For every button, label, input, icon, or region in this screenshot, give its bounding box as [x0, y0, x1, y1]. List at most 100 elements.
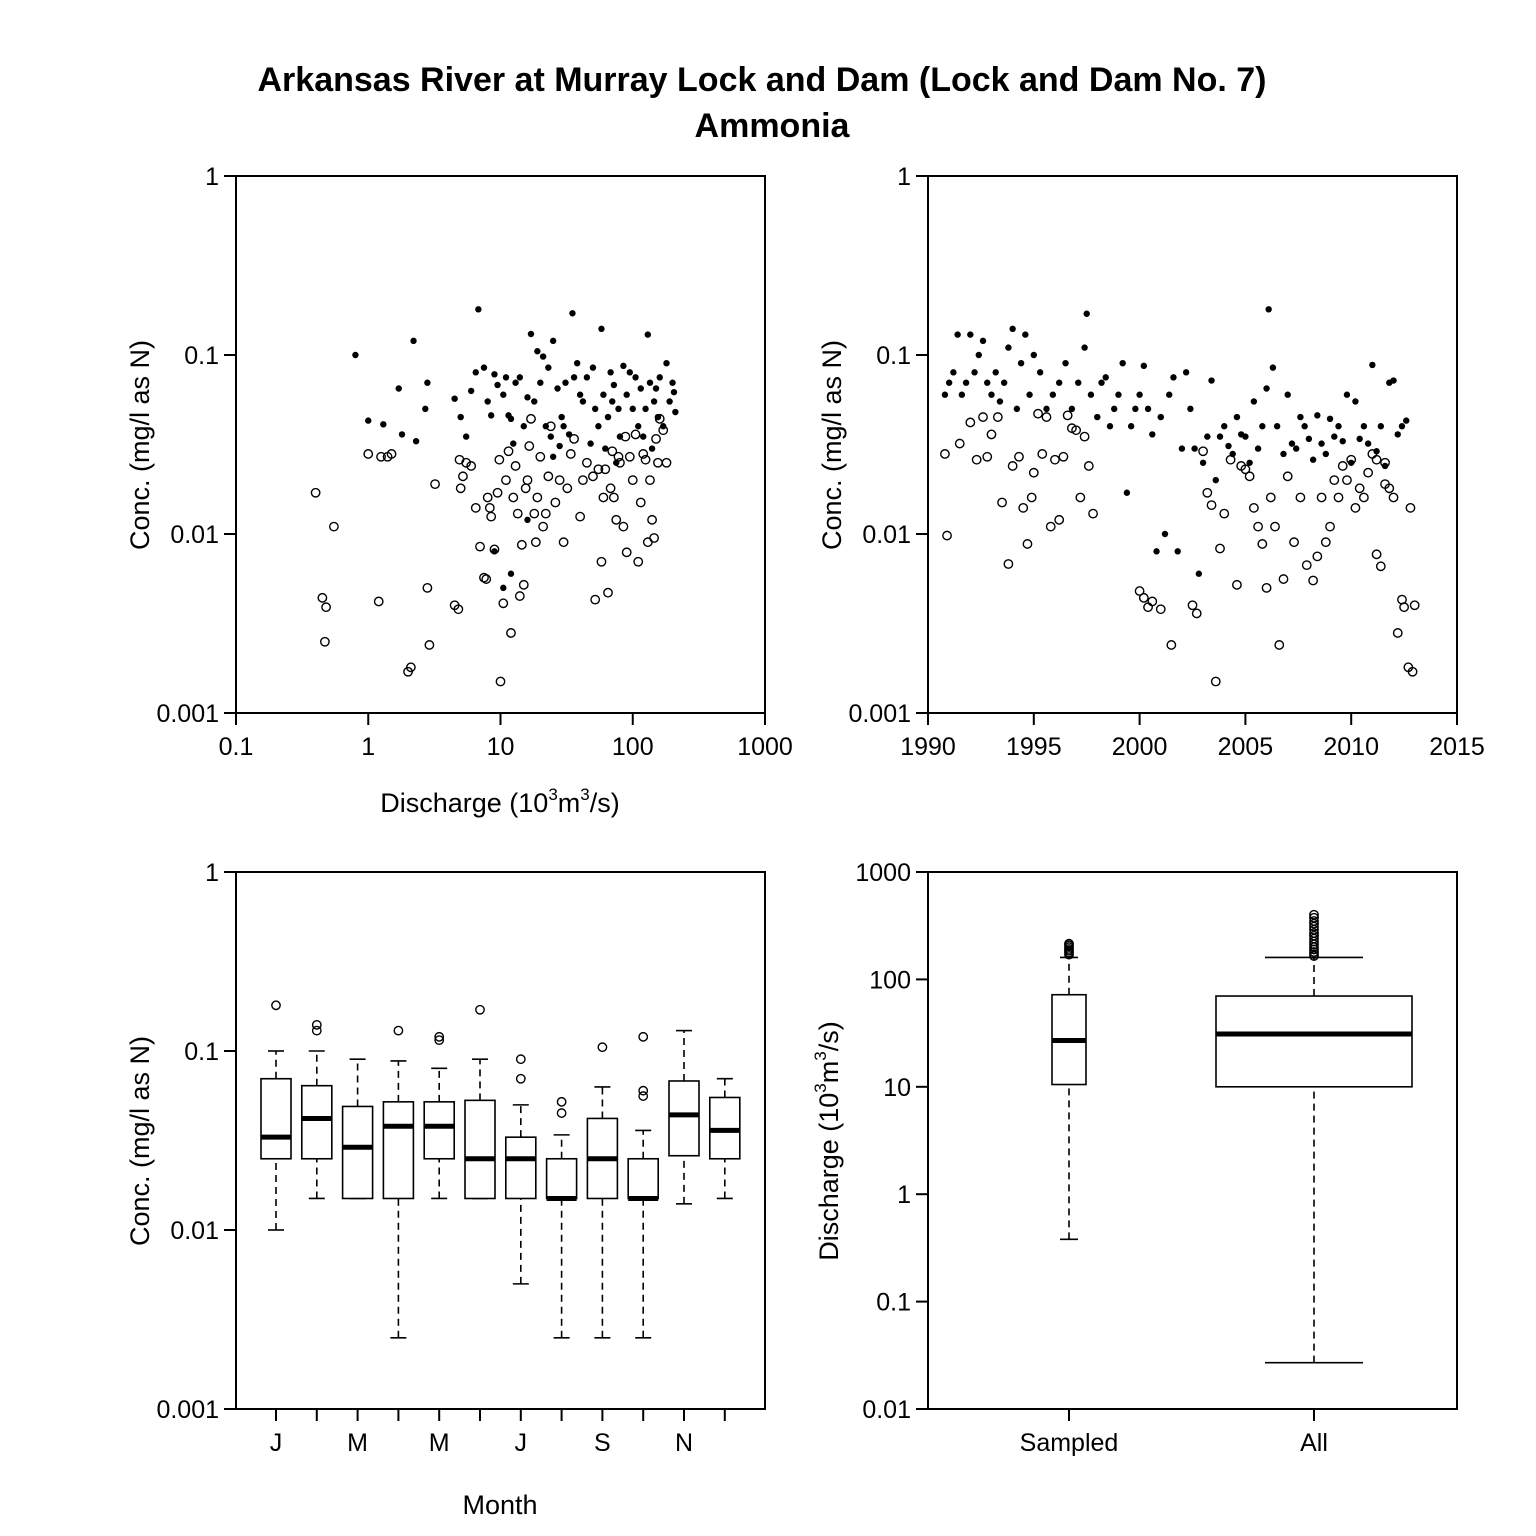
outlier-point	[434, 1035, 445, 1046]
data-point-open	[453, 604, 464, 615]
data-point-filled	[549, 453, 557, 460]
data-point-open	[489, 544, 500, 555]
data-point-filled	[615, 405, 622, 413]
data-point-filled	[1292, 445, 1300, 452]
data-point-open	[1407, 666, 1418, 677]
plot-frame	[235, 871, 766, 1410]
x-tick-label: 1995	[1006, 733, 1062, 761]
data-point-open	[1198, 446, 1208, 457]
data-point-filled	[1178, 445, 1186, 452]
data-point-open	[310, 487, 321, 498]
data-point-filled	[545, 364, 552, 371]
data-point-filled	[610, 381, 618, 389]
data-point-open	[545, 421, 556, 432]
data-point-filled	[365, 417, 372, 424]
data-point-filled	[1273, 423, 1281, 430]
x-tick-label: S	[594, 1429, 611, 1457]
data-point-filled	[457, 413, 464, 421]
data-point-filled	[1297, 413, 1304, 421]
data-point-filled	[589, 364, 597, 371]
data-point-filled	[670, 388, 678, 396]
data-point-open	[376, 451, 386, 462]
data-point-filled	[626, 369, 634, 376]
data-point-filled	[531, 398, 538, 405]
data-point-open	[997, 497, 1007, 508]
data-point-open	[1329, 475, 1340, 486]
data-point-open	[1392, 628, 1403, 638]
outlier-point	[393, 1025, 404, 1036]
data-point-filled	[669, 379, 676, 386]
x-tick-label: All	[1300, 1429, 1328, 1457]
data-point-open	[529, 508, 540, 519]
data-point-filled	[560, 423, 567, 430]
data-point-filled	[1022, 331, 1029, 338]
data-point-open	[1333, 492, 1344, 503]
data-point-filled	[1246, 459, 1253, 466]
data-point-open	[538, 521, 549, 532]
data-point-open	[1388, 492, 1399, 503]
data-point-open	[484, 502, 495, 513]
data-point-filled	[558, 413, 565, 421]
data-point-filled	[1094, 413, 1101, 421]
data-point-filled	[1284, 391, 1291, 398]
data-point-open	[620, 431, 631, 442]
data-point-filled	[595, 423, 602, 430]
data-point-filled	[1102, 374, 1109, 381]
x-tick-label: 100	[612, 733, 654, 761]
data-point-filled	[1301, 423, 1308, 430]
data-point-open	[1320, 537, 1331, 548]
data-point-open	[1380, 457, 1390, 468]
data-point-filled	[1339, 437, 1346, 445]
data-point-filled	[380, 421, 387, 428]
data-point-filled	[1309, 456, 1317, 463]
data-point-filled	[591, 405, 599, 413]
x-axis-label-part: m	[558, 788, 581, 818]
data-point-filled	[640, 433, 647, 440]
data-point-filled	[648, 445, 656, 452]
data-point-filled	[1331, 433, 1338, 440]
data-point-open	[455, 483, 466, 494]
data-point-filled	[1062, 359, 1069, 367]
data-point-filled	[573, 359, 581, 367]
data-point-open	[506, 628, 516, 638]
data-point-filled	[424, 379, 431, 386]
data-point-open	[607, 446, 618, 457]
y-axis-label-sup: 3	[811, 1083, 830, 1092]
data-point-open	[581, 457, 592, 468]
figure-subtitle: Ammonia	[695, 107, 851, 145]
data-point-filled	[1153, 548, 1160, 555]
data-point-open	[535, 451, 546, 462]
data-point-filled	[1195, 570, 1203, 577]
data-point-filled	[1377, 423, 1385, 430]
data-point-open	[479, 572, 489, 583]
data-point-filled	[637, 385, 644, 392]
data-point-open	[461, 457, 472, 468]
iqr-box	[382, 1101, 415, 1200]
outlier-point	[1309, 912, 1319, 923]
data-point-open	[654, 413, 665, 424]
data-point-open	[633, 556, 644, 567]
data-point-filled	[583, 374, 591, 381]
iqr-box	[341, 1105, 374, 1200]
y-tick-label: 0.1	[184, 342, 219, 370]
data-point-open	[1248, 502, 1259, 513]
data-point-filled	[1263, 385, 1270, 392]
data-point-open	[1371, 549, 1382, 560]
data-point-filled	[587, 440, 594, 447]
data-point-filled	[524, 516, 531, 524]
x-tick-label: J	[270, 1429, 283, 1457]
data-point-open	[424, 640, 435, 650]
data-point-open	[1083, 461, 1094, 471]
data-point-open	[603, 587, 613, 598]
y-tick-label: 0.1	[876, 1289, 911, 1317]
iqr-box	[260, 1077, 292, 1160]
data-point-filled	[672, 408, 679, 416]
data-point-filled	[1068, 405, 1076, 413]
data-point-filled	[467, 387, 475, 395]
data-point-filled	[1187, 405, 1194, 413]
data-point-filled	[1288, 440, 1296, 447]
data-point-filled	[1149, 431, 1156, 438]
data-point-filled	[398, 431, 406, 438]
data-point-open	[1187, 600, 1198, 611]
data-point-filled	[1364, 440, 1372, 447]
